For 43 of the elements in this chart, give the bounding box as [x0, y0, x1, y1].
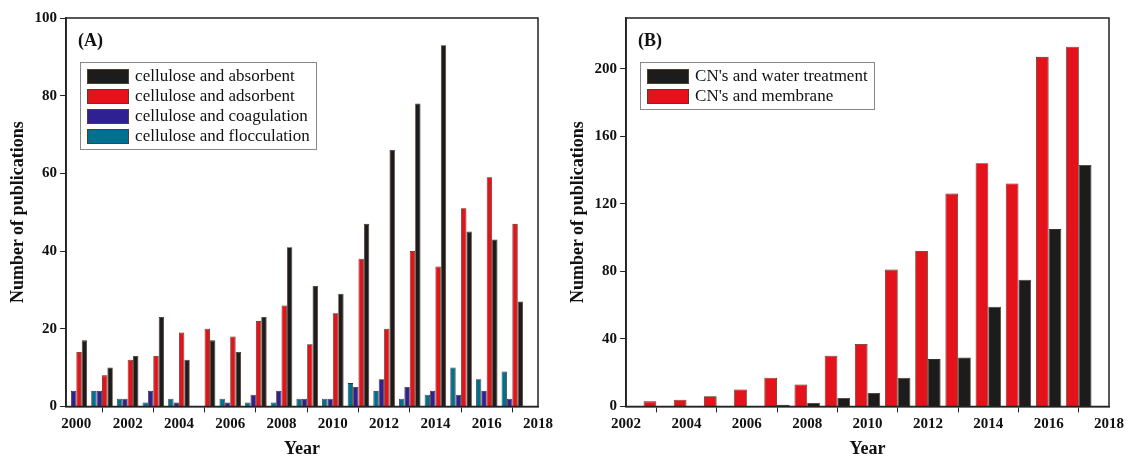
y-tick-label: 100	[34, 8, 58, 25]
x-tick-label: 2006	[731, 415, 763, 432]
y-tick-label: 20	[42, 319, 58, 336]
x-tick-label: 2014	[420, 415, 451, 432]
legend-label: cellulose and absorbent	[135, 66, 295, 86]
x-tick-label: 2008	[792, 415, 823, 432]
legend-label: CN's and membrane	[695, 86, 834, 106]
x-tick-label: 2000	[61, 415, 92, 432]
y-tick-label: 120	[594, 194, 618, 211]
x-tick-label: 2008	[266, 415, 297, 432]
x-tick-label: 2002	[611, 415, 642, 432]
y-tick-label: 80	[42, 86, 58, 103]
legend-label: cellulose and adsorbent	[135, 86, 295, 106]
x-tick-label: 2004	[163, 415, 195, 432]
x-tick-label: 2012	[369, 415, 400, 432]
x-tick-label: 2016	[471, 415, 503, 432]
x-tick-label: 2018	[1094, 415, 1124, 432]
y-axis-title: Number of publications	[7, 121, 28, 304]
legend-label: cellulose and coagulation	[135, 106, 308, 126]
y-tick-label: 40	[42, 241, 58, 258]
x-tick-label: 2012	[912, 415, 943, 432]
annotation: (A)	[78, 29, 104, 51]
legend-label: cellulose and flocculation	[135, 126, 310, 146]
y-tick-label: 40	[602, 329, 618, 346]
y-tick-label: 80	[602, 262, 618, 279]
x-axis-title: Year	[849, 437, 886, 458]
x-axis-title: Year	[284, 437, 321, 458]
x-tick-label: 2010	[852, 415, 883, 432]
x-tick-label: 2010	[317, 415, 348, 432]
x-tick-label: 2018	[523, 415, 553, 432]
y-axis-title: Number of publications	[567, 121, 588, 304]
y-tick-label: 200	[594, 59, 618, 76]
x-tick-label: 2004	[671, 415, 702, 432]
legend-label: CN's and water treatment	[695, 66, 868, 86]
y-tick-label: 0	[49, 397, 58, 414]
x-tick-label: 2002	[112, 415, 143, 432]
x-tick-label: 2014	[973, 415, 1004, 432]
x-tick-label: 2006	[215, 415, 246, 432]
y-tick-label: 0	[609, 397, 618, 414]
y-tick-label: 60	[42, 164, 58, 181]
y-tick-label: 160	[594, 127, 618, 144]
annotation: (B)	[638, 29, 663, 51]
x-tick-label: 2016	[1033, 415, 1065, 432]
